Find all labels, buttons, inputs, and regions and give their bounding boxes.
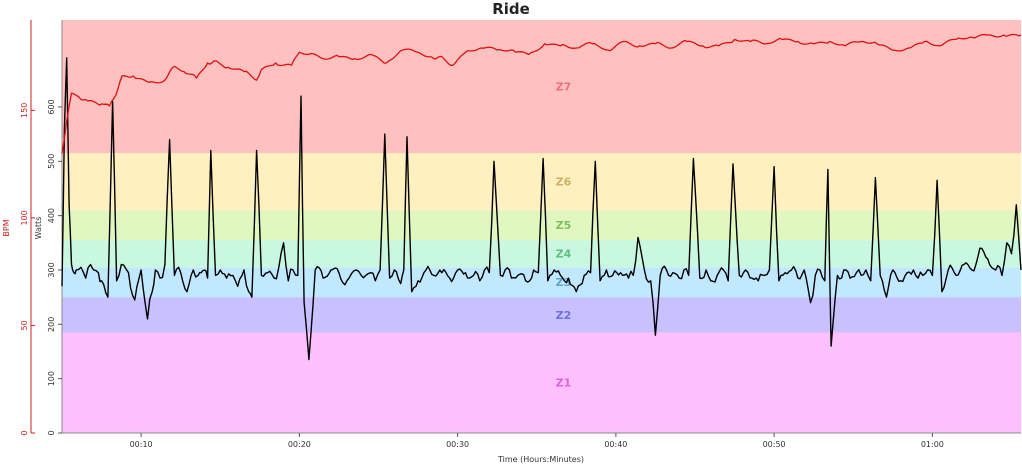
watts-tick-label: 600 (47, 99, 56, 114)
x-tick-label: 00:50 (763, 440, 786, 449)
zone-label-z7: Z7 (556, 81, 572, 94)
x-axis-label: Time (Hours:Minutes) (497, 455, 584, 464)
zone-label-z2: Z2 (556, 309, 572, 322)
bpm-tick-label: 150 (20, 103, 29, 118)
chart-title: Ride (492, 0, 530, 18)
x-tick-label: 00:20 (288, 440, 311, 449)
bpm-tick-label: 100 (20, 210, 29, 225)
zone-label-z6: Z6 (556, 176, 572, 189)
x-tick-label: 00:10 (130, 440, 153, 449)
x-tick-label: 01:00 (921, 440, 944, 449)
watts-tick-label: 100 (47, 371, 56, 386)
watts-tick-label: 200 (47, 317, 56, 332)
zone-label-z5: Z5 (556, 219, 572, 232)
watts-tick-label: 400 (47, 208, 56, 223)
bpm-tick-label: 0 (20, 430, 29, 435)
watts-axis-label: Watts (34, 217, 43, 240)
zone-band-z1 (62, 332, 1021, 433)
zone-label-z4: Z4 (556, 248, 572, 261)
zone-band-z4 (62, 240, 1021, 267)
zone-band-z7 (62, 20, 1021, 153)
watts-tick-label: 0 (47, 430, 56, 435)
x-tick-label: 00:30 (446, 440, 469, 449)
watts-tick-label: 300 (47, 262, 56, 277)
x-tick-label: 00:40 (604, 440, 627, 449)
zone-label-z1: Z1 (556, 377, 572, 390)
bpm-axis-label: BPM (2, 219, 11, 236)
zone-band-z2 (62, 297, 1021, 332)
watts-tick-label: 500 (47, 154, 56, 169)
bpm-tick-label: 50 (20, 320, 29, 330)
